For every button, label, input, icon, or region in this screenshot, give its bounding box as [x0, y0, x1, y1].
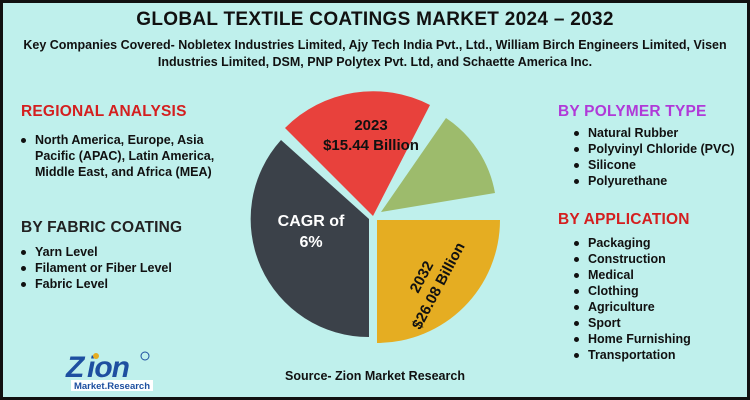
zion-logo: Z ion Market.Research	[65, 351, 153, 392]
label-cagr-line1: CAGR of	[278, 213, 345, 230]
svg-text:Market.Research: Market.Research	[74, 381, 150, 392]
list-item: Natural Rubber	[574, 125, 744, 141]
key-companies: Key Companies Covered- Nobletex Industri…	[23, 38, 727, 69]
fabric-coating-heading: BY FABRIC COATING	[21, 219, 183, 236]
label-cagr-line2: 6%	[299, 234, 322, 251]
label-2023-year: 2023	[354, 117, 387, 134]
list-item: Silicone	[574, 157, 744, 173]
slice-green	[381, 118, 495, 212]
regional-list: North America, Europe, Asia Pacific (APA…	[21, 132, 236, 180]
page-title: GLOBAL TEXTILE COATINGS MARKET 2024 – 20…	[136, 9, 614, 30]
polymer-type-heading: BY POLYMER TYPE	[558, 103, 707, 120]
list-item: Medical	[574, 267, 744, 283]
list-item: Filament or Fiber Level	[21, 260, 236, 276]
list-item: Packaging	[574, 235, 744, 251]
list-item: Polyurethane	[574, 173, 744, 189]
list-item: Fabric Level	[21, 276, 236, 292]
list-item: Home Furnishing	[574, 331, 744, 347]
svg-text:Z: Z	[65, 351, 86, 384]
list-item: North America, Europe, Asia Pacific (APA…	[21, 132, 236, 180]
list-item: Agriculture	[574, 299, 744, 315]
slice-2023	[285, 91, 430, 216]
list-item: Construction	[574, 251, 744, 267]
source-note: Source- Zion Market Research	[285, 369, 465, 383]
label-2023-value: $15.44 Billion	[323, 137, 419, 154]
fabric-list: Yarn Level Filament or Fiber Level Fabri…	[21, 244, 236, 292]
application-list: Packaging Construction Medical Clothing …	[574, 235, 744, 363]
list-item: Yarn Level	[21, 244, 236, 260]
application-heading: BY APPLICATION	[558, 211, 690, 228]
market-pie-graphic: 2023 $15.44 Billion CAGR of 6% 2032 $26.…	[250, 91, 500, 343]
list-item: Clothing	[574, 283, 744, 299]
list-item: Polyvinyl Chloride (PVC)	[574, 141, 744, 157]
list-item: Transportation	[574, 347, 744, 363]
regional-analysis-heading: REGIONAL ANALYSIS	[21, 103, 187, 120]
polymer-list: Natural Rubber Polyvinyl Chloride (PVC) …	[574, 125, 744, 189]
slice-cagr	[250, 140, 369, 338]
list-item: Sport	[574, 315, 744, 331]
slice-2032	[377, 220, 500, 343]
